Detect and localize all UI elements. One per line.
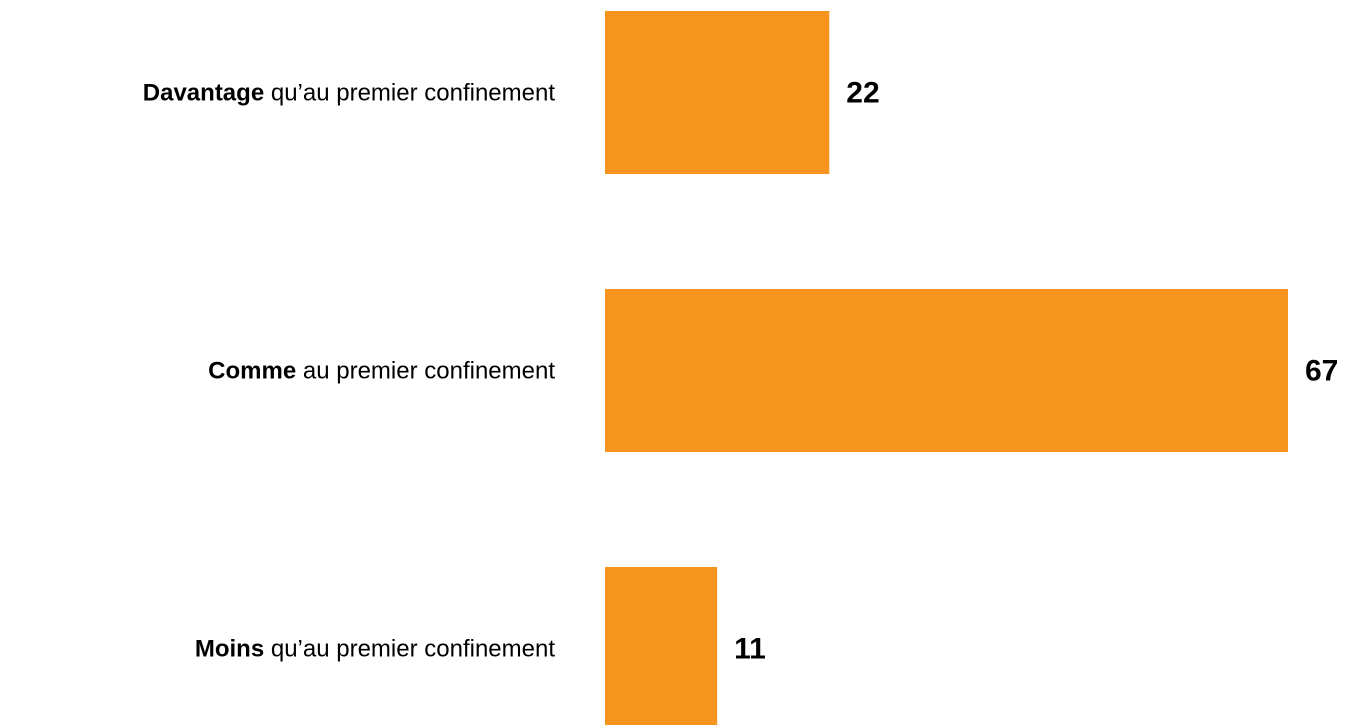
- bar: [605, 567, 718, 725]
- value-label: 67: [1305, 354, 1338, 387]
- value-label: 22: [846, 76, 879, 109]
- category-label: Comme au premier confinement: [208, 358, 555, 385]
- bar: [605, 11, 830, 174]
- category-label: Davantage qu’au premier confinement: [143, 80, 556, 107]
- value-label: 11: [734, 632, 766, 665]
- bar: [605, 289, 1288, 452]
- category-label: Moins qu’au premier confinement: [195, 636, 555, 663]
